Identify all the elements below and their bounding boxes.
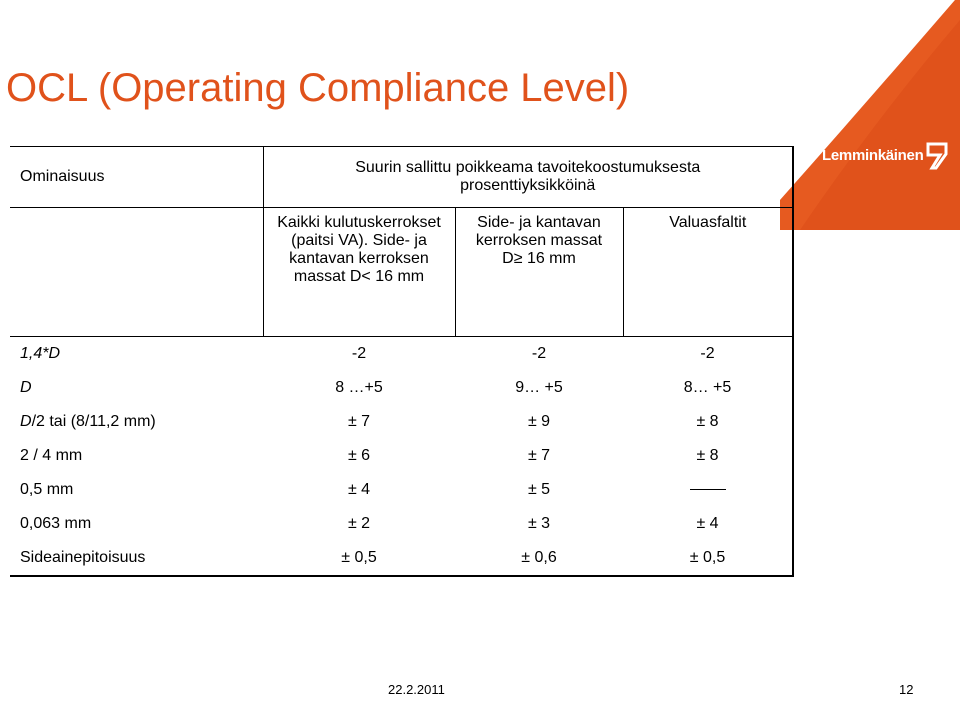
row-value-mastic: ± 4 — [623, 507, 794, 541]
table-row: D/2 tai (8/11,2 mm) ± 7 ± 9 ± 8 — [10, 405, 794, 439]
ocl-table: Ominaisuus Suurin sallittu poikkeama tav… — [10, 146, 794, 577]
row-value-base: -2 — [531, 345, 547, 362]
row-property: D — [20, 379, 32, 396]
logo-mark-icon — [926, 142, 948, 170]
row-property: 0,063 mm — [20, 515, 92, 532]
corner-decoration — [780, 0, 960, 230]
row-value-all: ± 0,5 — [263, 541, 455, 577]
footer-date: 22.2.2011 — [388, 682, 445, 697]
row-value-all: ± 7 — [347, 413, 371, 430]
company-logo: Lemminkäinen — [822, 142, 950, 172]
row-value-all: ± 2 — [347, 515, 371, 532]
table-row: 2 / 4 mm ± 6 ± 7 ± 8 — [10, 439, 794, 473]
table-row: 0,5 mm ± 4 ± 5 — [10, 473, 794, 507]
table-row: 1,4*D -2 -2 -2 — [10, 336, 794, 371]
table-header-row: Ominaisuus Suurin sallittu poikkeama tav… — [10, 146, 794, 208]
row-value-base: ± 9 — [527, 413, 551, 430]
row-value-mastic: ± 8 — [623, 405, 794, 439]
header-property: Ominaisuus — [10, 146, 263, 208]
row-value-all: 8 …+5 — [335, 379, 383, 396]
row-value-base: ± 0,6 — [455, 541, 623, 577]
row-value-base: ± 3 — [527, 515, 551, 532]
page-number: 12 — [899, 682, 914, 697]
row-value-mastic — [623, 473, 794, 507]
not-applicable-dash — [689, 489, 726, 491]
row-value-base: ± 7 — [527, 447, 551, 464]
subheader-mastic-asphalt: Valuasfaltit — [622, 207, 794, 337]
row-value-base: 9… +5 — [515, 379, 563, 396]
subheader-all-layers: Kaikki kulutuskerrokset (paitsi VA). Sid… — [262, 207, 455, 337]
row-value-all: ± 4 — [347, 481, 371, 498]
row-property: D/2 tai (8/11,2 mm) — [20, 413, 156, 430]
row-property: 2 / 4 mm — [20, 447, 83, 464]
row-value-all: ± 6 — [347, 447, 371, 464]
row-value-mastic: ± 8 — [623, 439, 794, 473]
row-property: 0,5 mm — [20, 481, 74, 498]
row-value-mastic: 8… +5 — [623, 371, 794, 405]
row-property: Sideainepitoisuus — [10, 541, 263, 577]
table-row: 0,063 mm ± 2 ± 3 ± 4 — [10, 507, 794, 541]
row-property: 1,4*D — [20, 345, 61, 362]
table-subheader-row: Kaikki kulutuskerrokset (paitsi VA). Sid… — [10, 207, 794, 337]
slide-title: OCL (Operating Compliance Level) — [6, 66, 630, 110]
row-value-base: ± 5 — [527, 481, 551, 498]
table-row: Sideainepitoisuus ± 0,5 ± 0,6 ± 0,5 — [10, 541, 794, 577]
table-row: D 8 …+5 9… +5 8… +5 — [10, 371, 794, 405]
subheader-base-layers: Side- ja kantavan kerroksen massat D≥ 16… — [454, 207, 623, 337]
row-value-mastic: ± 0,5 — [623, 541, 794, 577]
row-value-all: -2 — [351, 345, 367, 362]
row-value-mastic: -2 — [623, 336, 794, 371]
header-deviation: Suurin sallittu poikkeama tavoitekoostum… — [262, 146, 794, 208]
logo-text: Lemminkäinen — [822, 147, 924, 164]
